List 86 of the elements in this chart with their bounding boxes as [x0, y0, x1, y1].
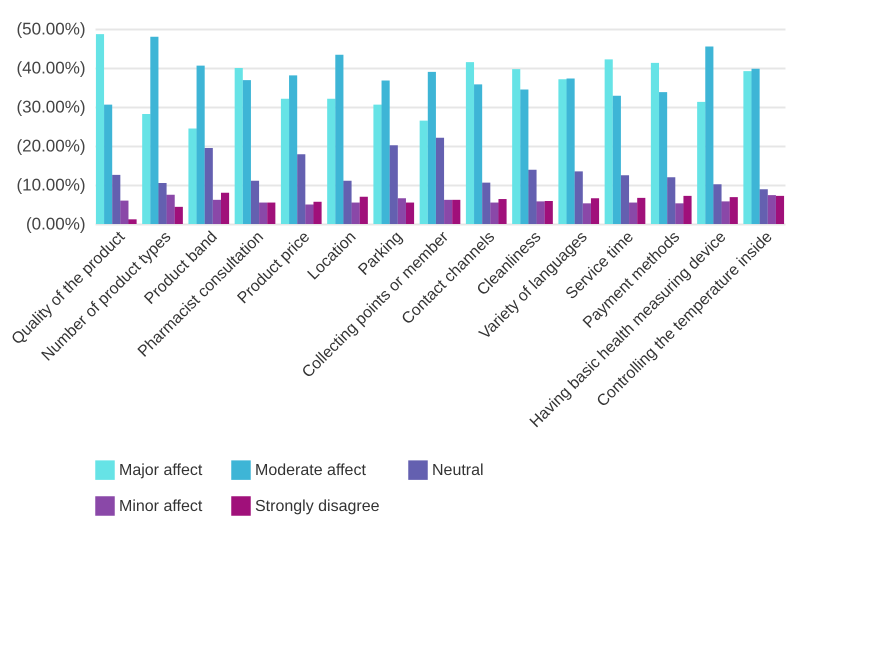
- bar: [166, 194, 175, 224]
- bar: [705, 46, 714, 224]
- bar: [629, 202, 638, 224]
- bar: [490, 202, 498, 224]
- bar: [267, 202, 276, 224]
- bar: [204, 148, 213, 224]
- legend-label: Minor affect: [119, 498, 203, 515]
- bar: [250, 180, 260, 224]
- bar: [398, 198, 406, 224]
- bar: [697, 102, 706, 224]
- bar: [234, 68, 243, 224]
- bar: [650, 62, 660, 224]
- bar: [590, 198, 600, 224]
- legend-label: Neutral: [432, 462, 484, 480]
- bar: [444, 200, 452, 224]
- bar: [436, 138, 444, 224]
- bar: [528, 170, 537, 224]
- bar: [582, 203, 591, 224]
- bar: [120, 200, 128, 224]
- bar: [452, 200, 460, 224]
- bar: [150, 36, 158, 224]
- bar: [574, 171, 583, 224]
- y-tick-label: (30.00%): [16, 98, 86, 116]
- legend-label: Strongly disagree: [255, 498, 380, 515]
- bar: [382, 80, 390, 224]
- bar: [242, 80, 251, 224]
- bar: [104, 104, 112, 224]
- bar: [335, 54, 344, 224]
- legend-label: Moderate affect: [255, 462, 366, 480]
- bar: [420, 120, 428, 224]
- bar: [196, 66, 205, 224]
- bar: [752, 68, 760, 224]
- bar: [428, 72, 436, 224]
- bar: [158, 183, 167, 224]
- bar: [259, 202, 268, 224]
- bar: [760, 189, 768, 224]
- bar: [188, 128, 197, 224]
- bar: [566, 78, 575, 224]
- bar: [174, 206, 183, 224]
- bar: [360, 196, 368, 224]
- bar: [768, 195, 776, 224]
- y-tick-label: (20.00%): [16, 136, 86, 156]
- y-tick-label: (50.00%): [16, 20, 86, 38]
- bar: [536, 201, 545, 224]
- bar: [604, 59, 613, 224]
- bar: [112, 174, 120, 224]
- bar: [289, 75, 298, 224]
- bar: [406, 202, 414, 224]
- legend-label: Major affect: [119, 462, 203, 480]
- bar: [327, 98, 336, 224]
- bar: [620, 175, 630, 224]
- bar: [343, 180, 352, 224]
- bar: [297, 154, 306, 224]
- bar: [722, 201, 730, 224]
- bar: [142, 114, 150, 224]
- bar: [96, 34, 104, 224]
- bar: [659, 92, 668, 224]
- y-tick-label: (10.00%): [16, 176, 86, 194]
- bar: [544, 200, 553, 224]
- bar: [675, 203, 684, 224]
- bar: [512, 69, 520, 224]
- bar: [466, 62, 474, 224]
- bar: [313, 202, 322, 224]
- bar: [373, 104, 382, 224]
- bar: [474, 84, 482, 224]
- bar: [352, 202, 360, 224]
- bar: [776, 196, 784, 224]
- bar: [637, 198, 646, 224]
- bar: [498, 199, 507, 224]
- bar: [482, 182, 490, 224]
- bar: [743, 71, 752, 224]
- bar: [390, 145, 398, 224]
- y-tick-label: (40.00%): [16, 58, 86, 78]
- y-tick-label: (0.00%): [26, 214, 86, 234]
- bar: [520, 89, 528, 224]
- bar: [558, 79, 567, 224]
- bar: [713, 184, 722, 224]
- bar: [280, 98, 290, 224]
- bar: [667, 177, 676, 224]
- bar: [612, 96, 621, 224]
- bar: [212, 200, 221, 224]
- bar: [730, 197, 738, 224]
- bar: [683, 196, 692, 224]
- bar: [128, 219, 137, 224]
- bar: [305, 204, 314, 224]
- bar: [220, 192, 230, 224]
